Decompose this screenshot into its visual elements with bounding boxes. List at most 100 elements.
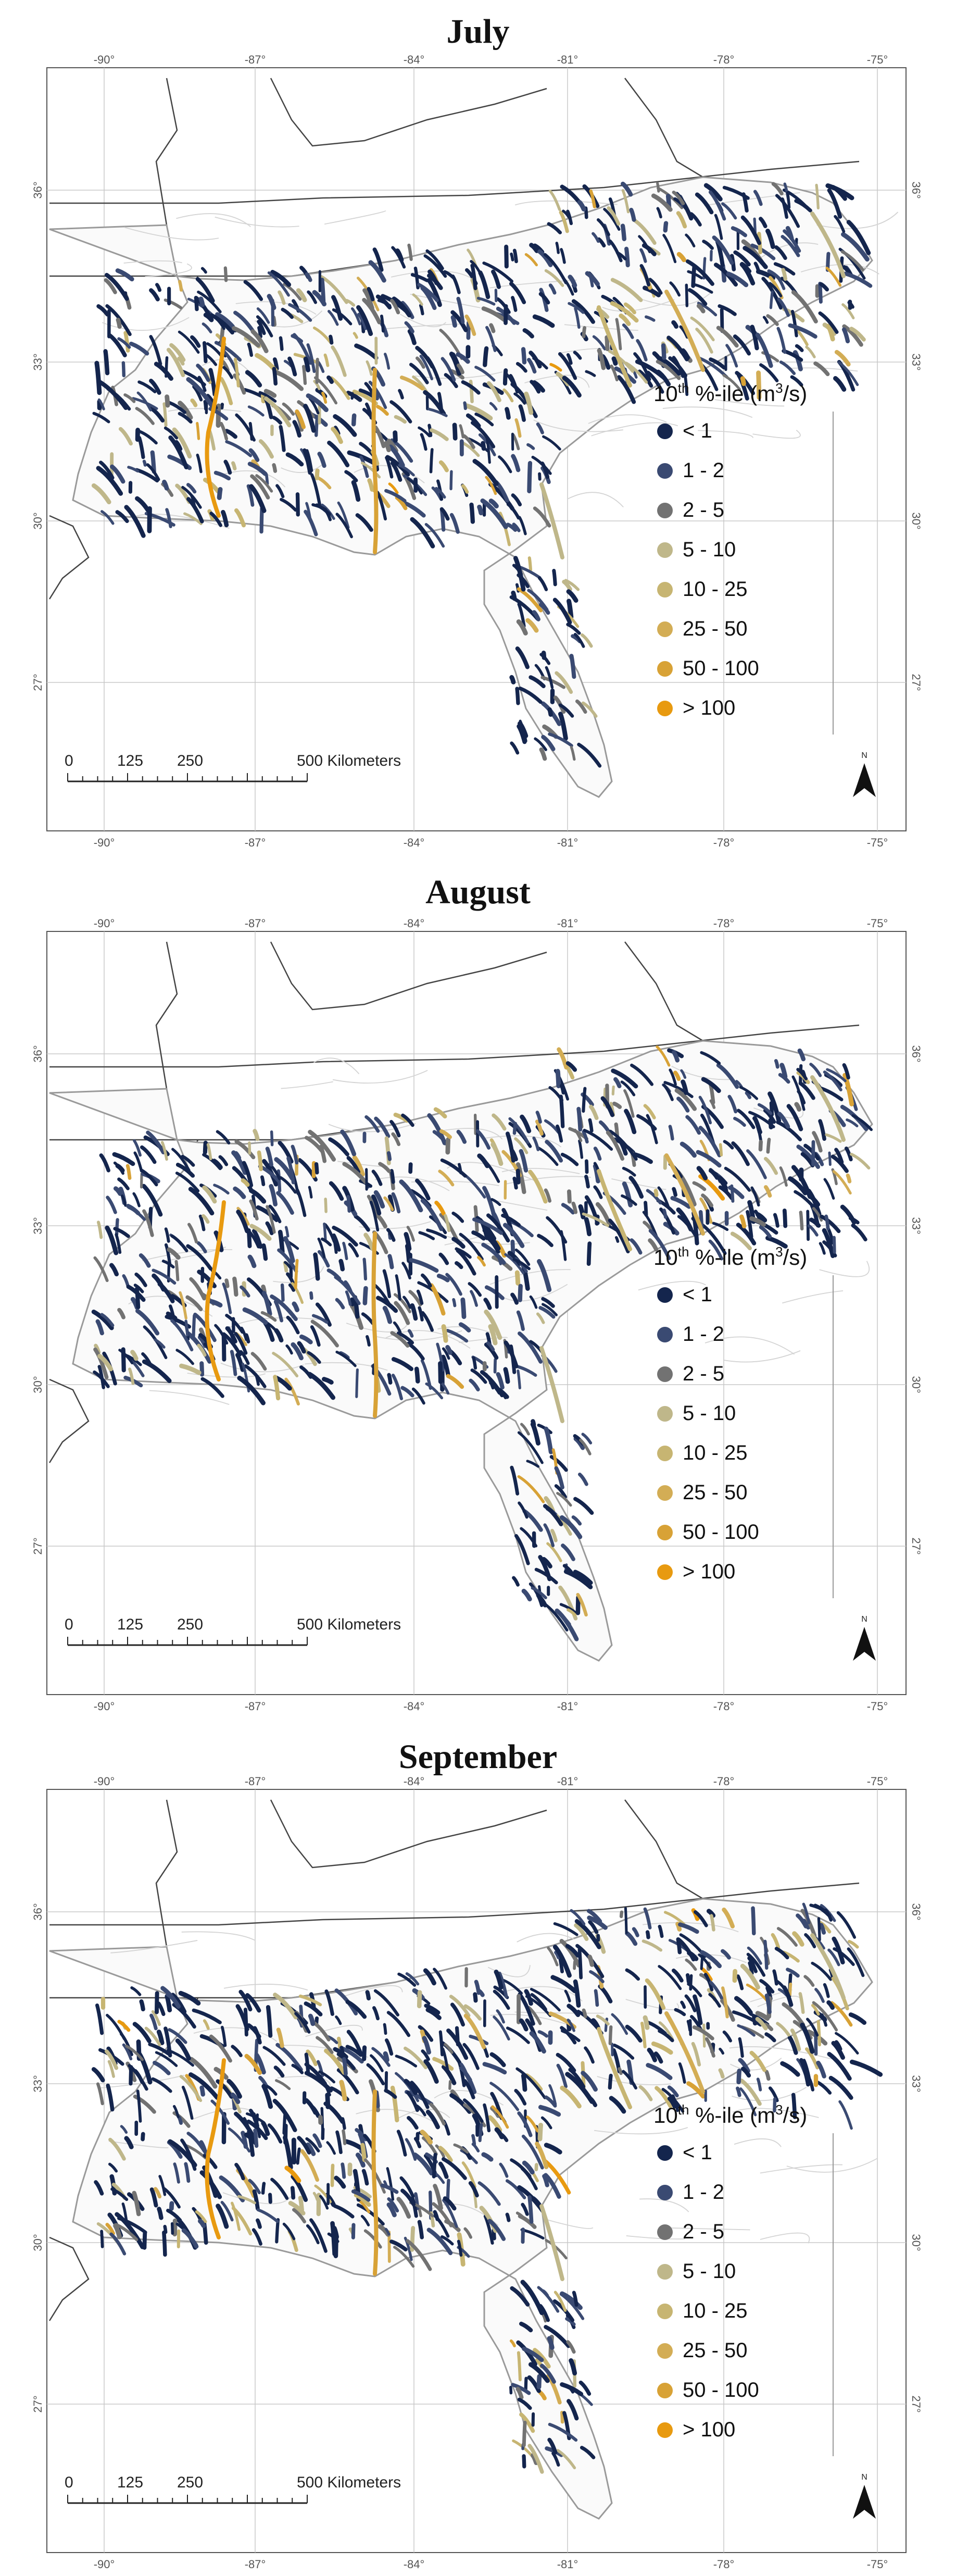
lon-label-top: -75° (867, 53, 888, 66)
panel-title-september: September (398, 1738, 558, 1776)
panel-title-july: July (446, 13, 510, 51)
scale-bar-label: 500 Kilometers (297, 1616, 401, 1633)
legend-swatch (657, 2422, 673, 2438)
lon-label-bottom: -78° (713, 1700, 735, 1713)
legend-label: 10 - 25 (683, 2299, 748, 2322)
scale-bar: 0 125 250 500 Kilometers (65, 752, 401, 782)
lon-label-top: -87° (245, 53, 266, 66)
legend-swatch (657, 2304, 673, 2319)
axis-labels: -90° -90° -87° -87° -84° -84° -81° -81° -78° -78°… (31, 917, 923, 1713)
lon-label-bottom: -81° (557, 1700, 578, 1713)
legend-swatch (657, 2343, 673, 2359)
map-panel-july: -90° -90° -87° -87° -84° -84° -81° -81° -78° -78°… (31, 53, 923, 849)
north-label: N (861, 751, 867, 760)
legend-title: 10th %-ile (m3/s) (653, 2102, 807, 2127)
legend-swatch (657, 1446, 673, 1461)
legend-label: < 1 (683, 2141, 712, 2164)
legend-label: 1 - 2 (683, 459, 724, 482)
lon-label-bottom: -84° (404, 1700, 425, 1713)
lon-label-bottom: -90° (94, 836, 115, 849)
lat-label-left: 27° (31, 1537, 44, 1554)
lat-label-left: 30° (31, 512, 44, 529)
legend-label: 5 - 10 (683, 2260, 736, 2283)
scale-bar-label: 125 (117, 752, 143, 769)
legend-swatch (657, 1525, 673, 1540)
legend-swatch (657, 2224, 673, 2240)
lat-label-right: 36° (910, 1903, 923, 1920)
north-label: N (861, 2473, 867, 2482)
legend-swatch (657, 2185, 673, 2200)
lon-label-top: -84° (404, 53, 425, 66)
lon-label-top: -87° (245, 1775, 266, 1788)
legend: 10th %-ile (m3/s) < 1 1 - 2 2 - 5 5 - 10 10 -… (653, 1244, 834, 1598)
lon-label-top: -78° (713, 917, 735, 930)
legend-label: 2 - 5 (683, 1362, 724, 1385)
lat-label-left: 27° (31, 2395, 44, 2412)
lon-label-top: -90° (94, 917, 115, 930)
north-arrow-icon: N (853, 751, 876, 797)
legend: 10th %-ile (m3/s) < 1 1 - 2 2 - 5 5 - 10 10 -… (653, 2102, 834, 2456)
legend-swatch (657, 463, 673, 479)
lat-label-right: 27° (910, 1537, 923, 1554)
lon-label-top: -90° (94, 53, 115, 66)
lon-label-bottom: -90° (94, 2558, 115, 2571)
legend-title: 10th %-ile (m3/s) (653, 1244, 807, 1270)
lon-label-top: -78° (713, 1775, 735, 1788)
legend-label: 5 - 10 (683, 1402, 736, 1425)
lon-label-top: -81° (557, 917, 578, 930)
lat-label-left: 36° (31, 1045, 44, 1062)
lat-label-left: 36° (31, 181, 44, 198)
legend-swatch (657, 542, 673, 558)
lat-label-right: 36° (910, 1045, 923, 1062)
lat-label-right: 27° (910, 674, 923, 691)
map-panel-september: -90° -90° -87° -87° -84° -84° -81° -81° -78° -78°… (31, 1775, 923, 2571)
legend-label: < 1 (683, 1283, 712, 1306)
legend-swatch (657, 701, 673, 716)
legend-swatch (657, 621, 673, 637)
legend-label: > 100 (683, 696, 735, 719)
lon-label-top: -87° (245, 917, 266, 930)
legend-swatch (657, 1327, 673, 1342)
scale-bar-label: 500 Kilometers (297, 2474, 401, 2491)
legend-label: 50 - 100 (683, 657, 759, 680)
lat-label-right: 30° (910, 1376, 923, 1393)
lon-label-bottom: -78° (713, 2558, 735, 2571)
lat-label-left: 33° (31, 353, 44, 370)
lon-label-bottom: -87° (245, 2558, 266, 2571)
lon-label-top: -90° (94, 1775, 115, 1788)
scale-bar: 0 125 250 500 Kilometers (65, 2474, 401, 2504)
legend-label: 25 - 50 (683, 2339, 748, 2362)
legend-swatch (657, 661, 673, 677)
legend-swatch (657, 1485, 673, 1501)
river-network (91, 1045, 873, 1641)
lat-label-right: 30° (910, 2234, 923, 2251)
legend-label: 2 - 5 (683, 2220, 724, 2243)
legend-swatch (657, 2264, 673, 2280)
lon-label-top: -84° (404, 917, 425, 930)
scale-bar-label: 0 (65, 1616, 73, 1633)
axis-labels: -90° -90° -87° -87° -84° -84° -81° -81° -78° -78°… (31, 53, 923, 849)
lat-label-right: 33° (910, 1217, 923, 1234)
lat-label-right: 33° (910, 353, 923, 370)
legend: 10th %-ile (m3/s) < 1 1 - 2 2 - 5 5 - 10 10 -… (653, 380, 834, 735)
scale-bar-label: 250 (177, 1616, 203, 1633)
legend-label: 1 - 2 (683, 2181, 724, 2204)
lon-label-bottom: -81° (557, 2558, 578, 2571)
lon-label-bottom: -78° (713, 836, 735, 849)
legend-swatch (657, 1564, 673, 1580)
lat-label-right: 33° (910, 2075, 923, 2092)
lat-label-right: 30° (910, 512, 923, 529)
legend-label: 50 - 100 (683, 2379, 759, 2401)
legend-label: > 100 (683, 1560, 735, 1583)
lat-label-left: 30° (31, 1376, 44, 1393)
lon-label-bottom: -75° (867, 2558, 888, 2571)
legend-label: 25 - 50 (683, 1481, 748, 1504)
scale-bar: 0 125 250 500 Kilometers (65, 1616, 401, 1646)
lat-label-left: 33° (31, 2075, 44, 2092)
north-label: N (861, 1615, 867, 1624)
legend-title: 10th %-ile (m3/s) (653, 380, 807, 406)
legend-label: 2 - 5 (683, 499, 724, 521)
lat-label-left: 36° (31, 1903, 44, 1920)
legend-swatch (657, 424, 673, 439)
lon-label-top: -84° (404, 1775, 425, 1788)
